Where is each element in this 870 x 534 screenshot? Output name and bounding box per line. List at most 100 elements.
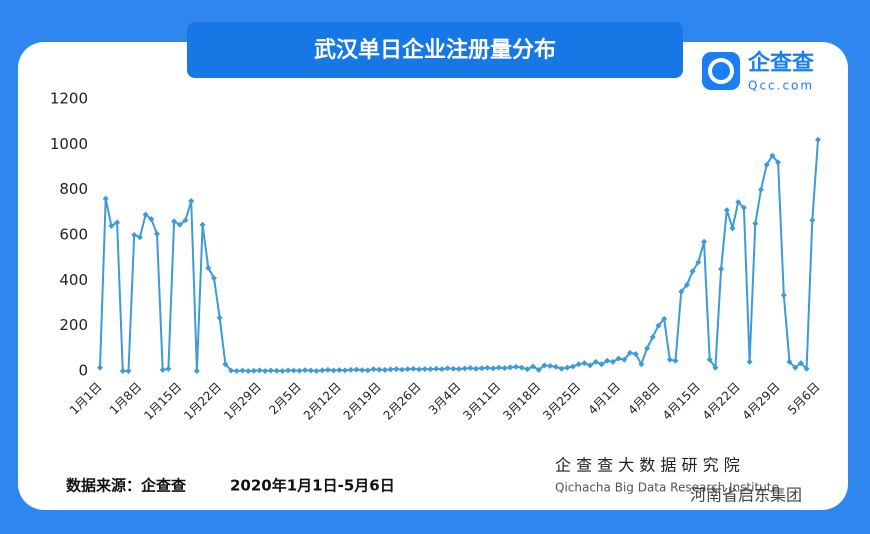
marker	[524, 366, 531, 373]
marker	[632, 351, 639, 357]
marker	[626, 349, 633, 356]
date-range: 2020年1月1日-5月6日	[230, 477, 395, 495]
marker	[758, 186, 765, 193]
marker	[410, 365, 417, 372]
marker	[216, 314, 223, 321]
marker	[222, 361, 229, 368]
marker	[615, 355, 622, 362]
marker	[159, 366, 166, 373]
marker	[239, 367, 246, 374]
marker	[678, 288, 685, 295]
marker	[456, 365, 462, 372]
marker	[302, 367, 309, 374]
marker	[535, 366, 542, 373]
marker	[575, 361, 582, 368]
marker	[370, 366, 377, 373]
marker	[461, 365, 468, 372]
marker	[97, 364, 103, 371]
y-tick-label: 1000	[50, 135, 88, 153]
marker	[661, 315, 668, 322]
logo-site: Qcc.com	[748, 79, 814, 93]
marker	[433, 365, 440, 372]
marker	[285, 367, 292, 374]
marker	[136, 234, 143, 241]
marker	[467, 365, 474, 372]
y-tick-label: 800	[59, 180, 88, 198]
marker	[621, 356, 628, 363]
marker	[706, 356, 713, 363]
marker	[404, 366, 411, 373]
marker	[558, 365, 565, 372]
marker	[507, 364, 514, 371]
marker	[672, 357, 679, 364]
marker	[182, 217, 189, 224]
marker	[718, 266, 725, 272]
marker	[188, 198, 195, 204]
marker	[342, 367, 349, 374]
marker	[267, 367, 274, 374]
marker	[490, 365, 497, 372]
marker	[171, 218, 178, 225]
marker	[484, 364, 491, 371]
marker	[735, 199, 742, 206]
y-tick-label: 200	[59, 316, 88, 334]
marker	[148, 216, 155, 223]
marker	[689, 268, 696, 275]
marker	[478, 365, 485, 372]
marker	[701, 238, 708, 245]
marker	[518, 364, 525, 371]
marker	[655, 322, 662, 329]
marker	[228, 367, 235, 374]
marker	[512, 363, 519, 370]
marker	[233, 368, 240, 374]
chart-title: 武汉单日企业注册量分布	[314, 37, 556, 63]
marker	[712, 364, 719, 371]
y-tick-label: 0	[78, 362, 88, 380]
marker	[598, 361, 605, 368]
marker	[723, 207, 730, 214]
marker	[307, 367, 314, 374]
logo-icon	[702, 52, 740, 90]
marker	[501, 365, 508, 372]
marker	[780, 292, 787, 299]
marker	[114, 219, 121, 226]
marker	[381, 366, 388, 373]
marker	[604, 357, 611, 364]
marker	[359, 367, 366, 374]
marker	[427, 366, 434, 373]
marker	[444, 365, 451, 372]
marker	[803, 365, 810, 372]
marker	[763, 161, 770, 168]
marker	[683, 281, 690, 288]
marker	[290, 367, 297, 374]
marker	[547, 363, 554, 370]
marker	[165, 365, 172, 372]
marker	[387, 366, 394, 373]
marker	[319, 367, 326, 374]
y-tick-label: 400	[59, 271, 88, 289]
marker	[324, 366, 331, 373]
marker	[792, 364, 799, 371]
marker	[353, 366, 360, 373]
y-tick-label: 600	[59, 226, 88, 244]
marker	[336, 367, 343, 374]
title-banner	[187, 22, 683, 78]
marker	[199, 221, 206, 228]
marker	[592, 358, 599, 365]
marker	[530, 363, 537, 370]
marker	[666, 356, 673, 363]
marker	[541, 362, 548, 369]
marker	[142, 211, 149, 218]
marker	[119, 368, 126, 374]
marker	[347, 366, 354, 373]
logo-name: 企查查	[747, 50, 814, 76]
marker	[809, 217, 816, 224]
marker	[193, 368, 200, 374]
marker	[495, 364, 502, 371]
marker	[330, 367, 337, 374]
marker	[256, 367, 263, 374]
marker	[250, 367, 257, 374]
y-tick-label: 1200	[50, 90, 88, 108]
marker	[393, 365, 400, 372]
marker	[450, 365, 457, 372]
